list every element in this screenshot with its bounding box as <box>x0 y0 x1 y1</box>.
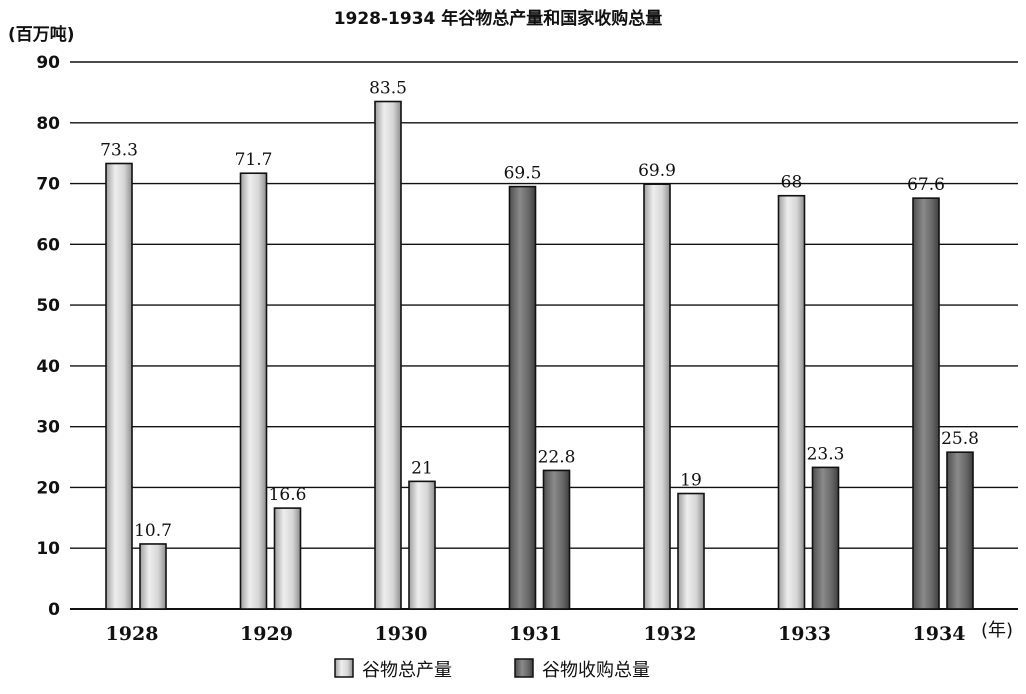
production-bar-1933 <box>777 194 806 610</box>
category-label-1932: 1932 <box>644 623 697 645</box>
procurement-value-1931: 22.8 <box>538 447 576 467</box>
category-label-1933: 1933 <box>778 623 831 645</box>
procurement-value-1934: 25.8 <box>941 429 979 449</box>
y-tick-labels: 0 10 20 30 40 50 60 70 80 90 <box>36 53 60 620</box>
category-label-1931: 1931 <box>509 623 562 645</box>
procurement-value-1930: 21 <box>411 458 433 478</box>
y-axis-label: (百万吨) <box>8 24 75 45</box>
production-value-1930: 83.5 <box>369 79 407 99</box>
y-tick-label-40: 40 <box>36 357 60 377</box>
procurement-bar-1934 <box>946 451 974 610</box>
production-bar-1930 <box>374 100 402 610</box>
procurement-value-1932: 19 <box>680 471 702 491</box>
procurement-bar-1931 <box>542 469 571 610</box>
production-value-1931: 69.5 <box>504 164 542 184</box>
procurement-bar-1929 <box>273 507 302 610</box>
legend-swatch-production <box>334 658 354 678</box>
y-tick-label-80: 80 <box>36 114 60 134</box>
grid-lines <box>70 61 1018 610</box>
legend: 谷物总产量 谷物收购总量 <box>334 658 650 681</box>
y-tick-label-90: 90 <box>36 53 60 73</box>
y-tick-label-30: 30 <box>36 418 60 438</box>
x-axis-label: (年) <box>981 620 1013 641</box>
production-bar-1932 <box>643 183 671 610</box>
chart-title: 1928-1934 年谷物总产量和国家收购总量 <box>334 8 663 29</box>
production-bar-1934 <box>912 197 940 610</box>
procurement-bar-1928 <box>139 543 167 610</box>
procurement-value-1929: 16.6 <box>269 485 307 505</box>
legend-label-procurement: 谷物收购总量 <box>542 660 650 681</box>
production-value-1929: 71.7 <box>235 150 273 170</box>
production-value-1933: 68 <box>781 173 803 193</box>
legend-label-production: 谷物总产量 <box>362 660 452 681</box>
production-bar-1931 <box>508 185 537 610</box>
y-tick-label-10: 10 <box>36 539 60 559</box>
bars <box>105 100 974 610</box>
y-tick-label-20: 20 <box>36 478 60 498</box>
procurement-value-1928: 10.7 <box>134 521 172 541</box>
production-bar-1928 <box>105 162 133 610</box>
category-label-1929: 1929 <box>240 623 293 645</box>
category-labels: 1928 1929 1930 1931 1932 1933 1934 <box>106 623 966 645</box>
procurement-bar-1933 <box>811 466 840 610</box>
category-label-1930: 1930 <box>375 623 428 645</box>
production-bar-1929 <box>239 172 268 610</box>
production-value-1932: 69.9 <box>638 161 676 181</box>
y-tick-label-50: 50 <box>36 296 60 316</box>
procurement-bar-1930 <box>408 480 436 610</box>
y-tick-label-60: 60 <box>36 235 60 255</box>
y-tick-label-70: 70 <box>36 175 60 195</box>
value-labels: 73.3 10.7 71.7 16.6 83.5 21 69.5 22.8 69.9 19 68 23… <box>100 79 979 541</box>
legend-swatch-procurement <box>514 658 534 678</box>
y-tick-label-0: 0 <box>48 600 60 620</box>
procurement-bar-1932 <box>677 492 705 610</box>
procurement-value-1933: 23.3 <box>807 444 845 464</box>
category-label-1928: 1928 <box>106 623 159 645</box>
production-value-1928: 73.3 <box>100 140 138 160</box>
category-label-1934: 1934 <box>913 623 966 645</box>
production-value-1934: 67.6 <box>907 175 945 195</box>
